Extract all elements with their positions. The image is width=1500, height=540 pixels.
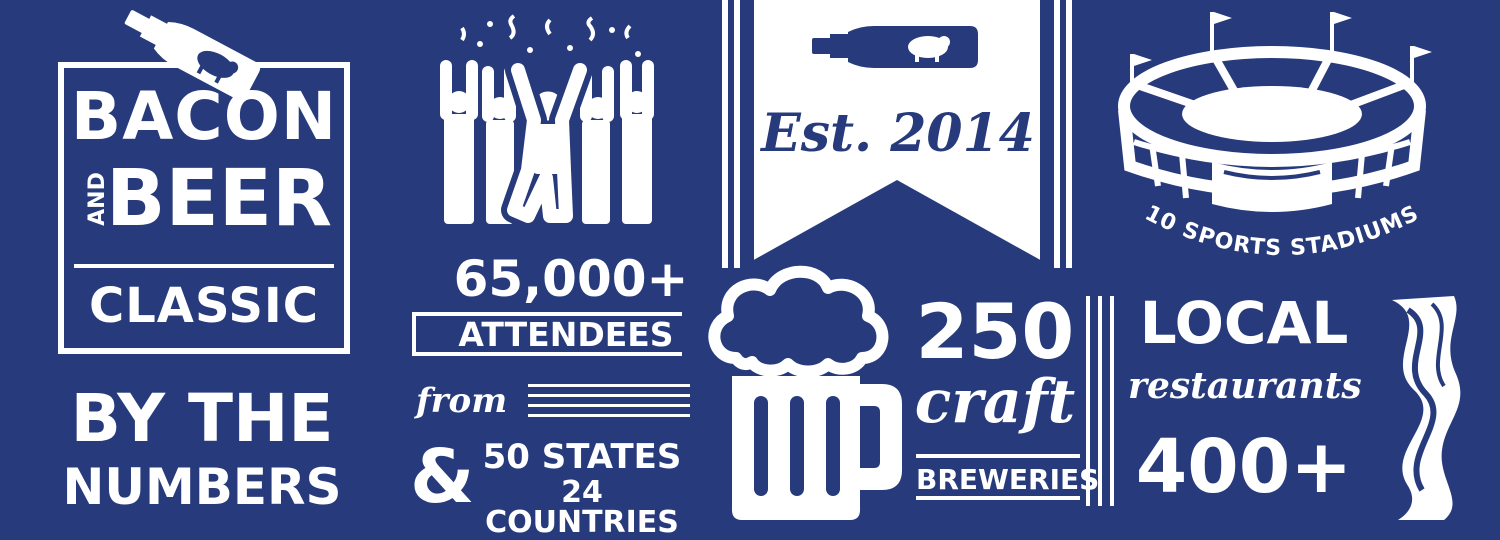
bacon-strip-icon [1392, 296, 1461, 520]
svg-text:10 SPORTS STADIUMS: 10 SPORTS STADIUMS [1141, 201, 1423, 261]
states-text: 50 STATES [482, 437, 682, 477]
est-text: Est. 2014 [761, 103, 1035, 164]
breweries-count: 250 [915, 287, 1075, 376]
beer-mug-icon [708, 265, 902, 520]
breweries-label: BREWERIES [916, 463, 1100, 496]
attendees-bracket [412, 312, 682, 356]
restaurants-text: restaurants [1128, 365, 1362, 407]
from-lines [528, 384, 690, 417]
attendees-label: ATTENDEES [442, 318, 690, 351]
crowd-celebrating-icon [440, 14, 654, 229]
local-text: LOCAL [1139, 289, 1349, 357]
breweries-bracket [916, 454, 1080, 500]
restaurants-count: 400+ [1135, 424, 1353, 510]
craft-text: craft [914, 367, 1076, 437]
numbers-text: NUMBERS [62, 458, 342, 516]
stadium-icon [1118, 12, 1432, 212]
stadiums-label: 10 SPORTS STADIUMS [1141, 201, 1422, 261]
from-text: from [416, 381, 508, 421]
stadiums-label-arc: 10 SPORTS STADIUMS [1141, 201, 1423, 261]
beer-bottle-pig-icon [124, 10, 261, 101]
ampersand: & [410, 434, 475, 520]
attendees-count: 65,000+ [453, 250, 689, 308]
logo-divider [74, 264, 334, 268]
beer-bottle-pig-icon-banner [812, 26, 978, 68]
by-the-text: BY THE [70, 380, 334, 457]
logo-beer: BEER [106, 154, 333, 244]
logo-bacon: BACON [70, 78, 338, 155]
countries-text: 24 COUNTRIES [485, 475, 679, 540]
logo-classic: CLASSIC [88, 278, 320, 334]
breweries-vlines [1086, 296, 1114, 506]
